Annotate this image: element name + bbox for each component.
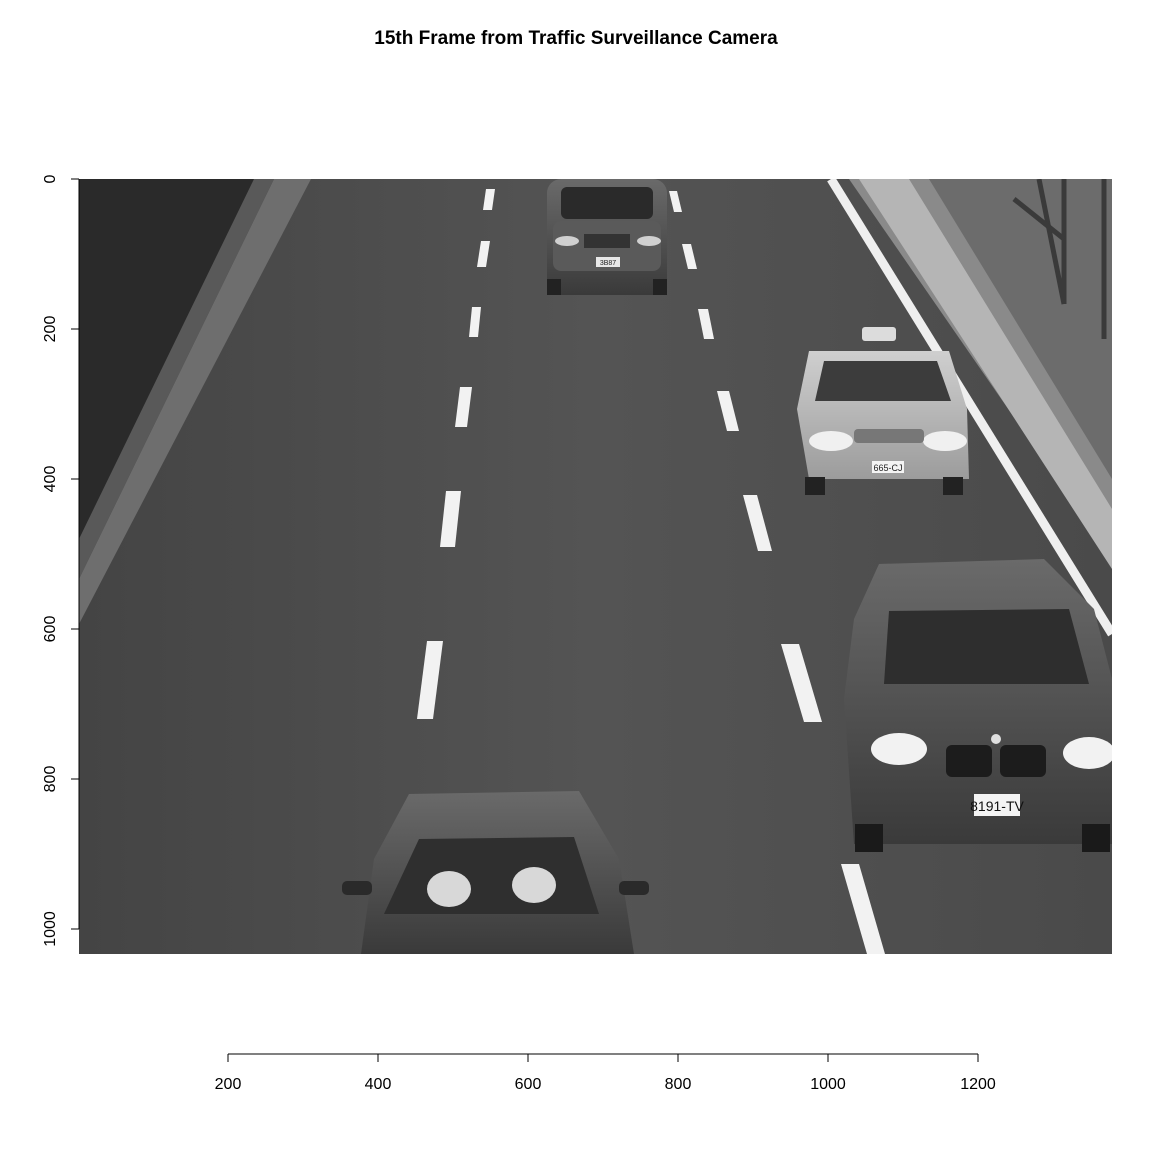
suv-top: 3B87 [547,179,667,295]
suv-plate: 3B87 [600,260,616,267]
bmw-plate: 8191-TV [970,798,1024,814]
x-tick-label: 200 [215,1076,242,1093]
lane-dashes-left [417,189,495,719]
x-tick-label: 1000 [810,1076,846,1093]
x-tick-label: 600 [515,1076,542,1093]
x-tick-label: 800 [665,1076,692,1093]
x-axis: 200 400 600 800 1000 1200 [215,1053,996,1093]
traffic-camera-frame: 3B87 665-CJ 8191-TV [79,179,1112,954]
y-tick-label: 400 [42,466,59,493]
y-axis: 0 200 400 600 800 1000 [42,174,80,947]
right-barrier [859,179,1112,569]
x-tick-label: 1200 [960,1076,996,1093]
y-tick-label: 600 [42,616,59,643]
lane-dashes-right [669,191,885,954]
left-sidewalk [79,179,274,579]
x-tick-label: 400 [365,1076,392,1093]
plot-title: 15th Frame from Traffic Surveillance Cam… [374,28,778,49]
taxi-plate: 665-CJ [873,463,902,473]
left-curb [79,179,311,624]
y-tick-label: 1000 [42,911,59,947]
y-tick-label: 200 [42,316,59,343]
sedan-bottom [342,791,649,954]
taxi: 665-CJ [797,327,969,495]
y-tick-label: 800 [42,766,59,793]
y-tick-label: 0 [42,174,59,183]
right-trees [1012,179,1107,339]
bmw-suv: 8191-TV [844,559,1112,852]
right-edge-line [827,179,1112,637]
